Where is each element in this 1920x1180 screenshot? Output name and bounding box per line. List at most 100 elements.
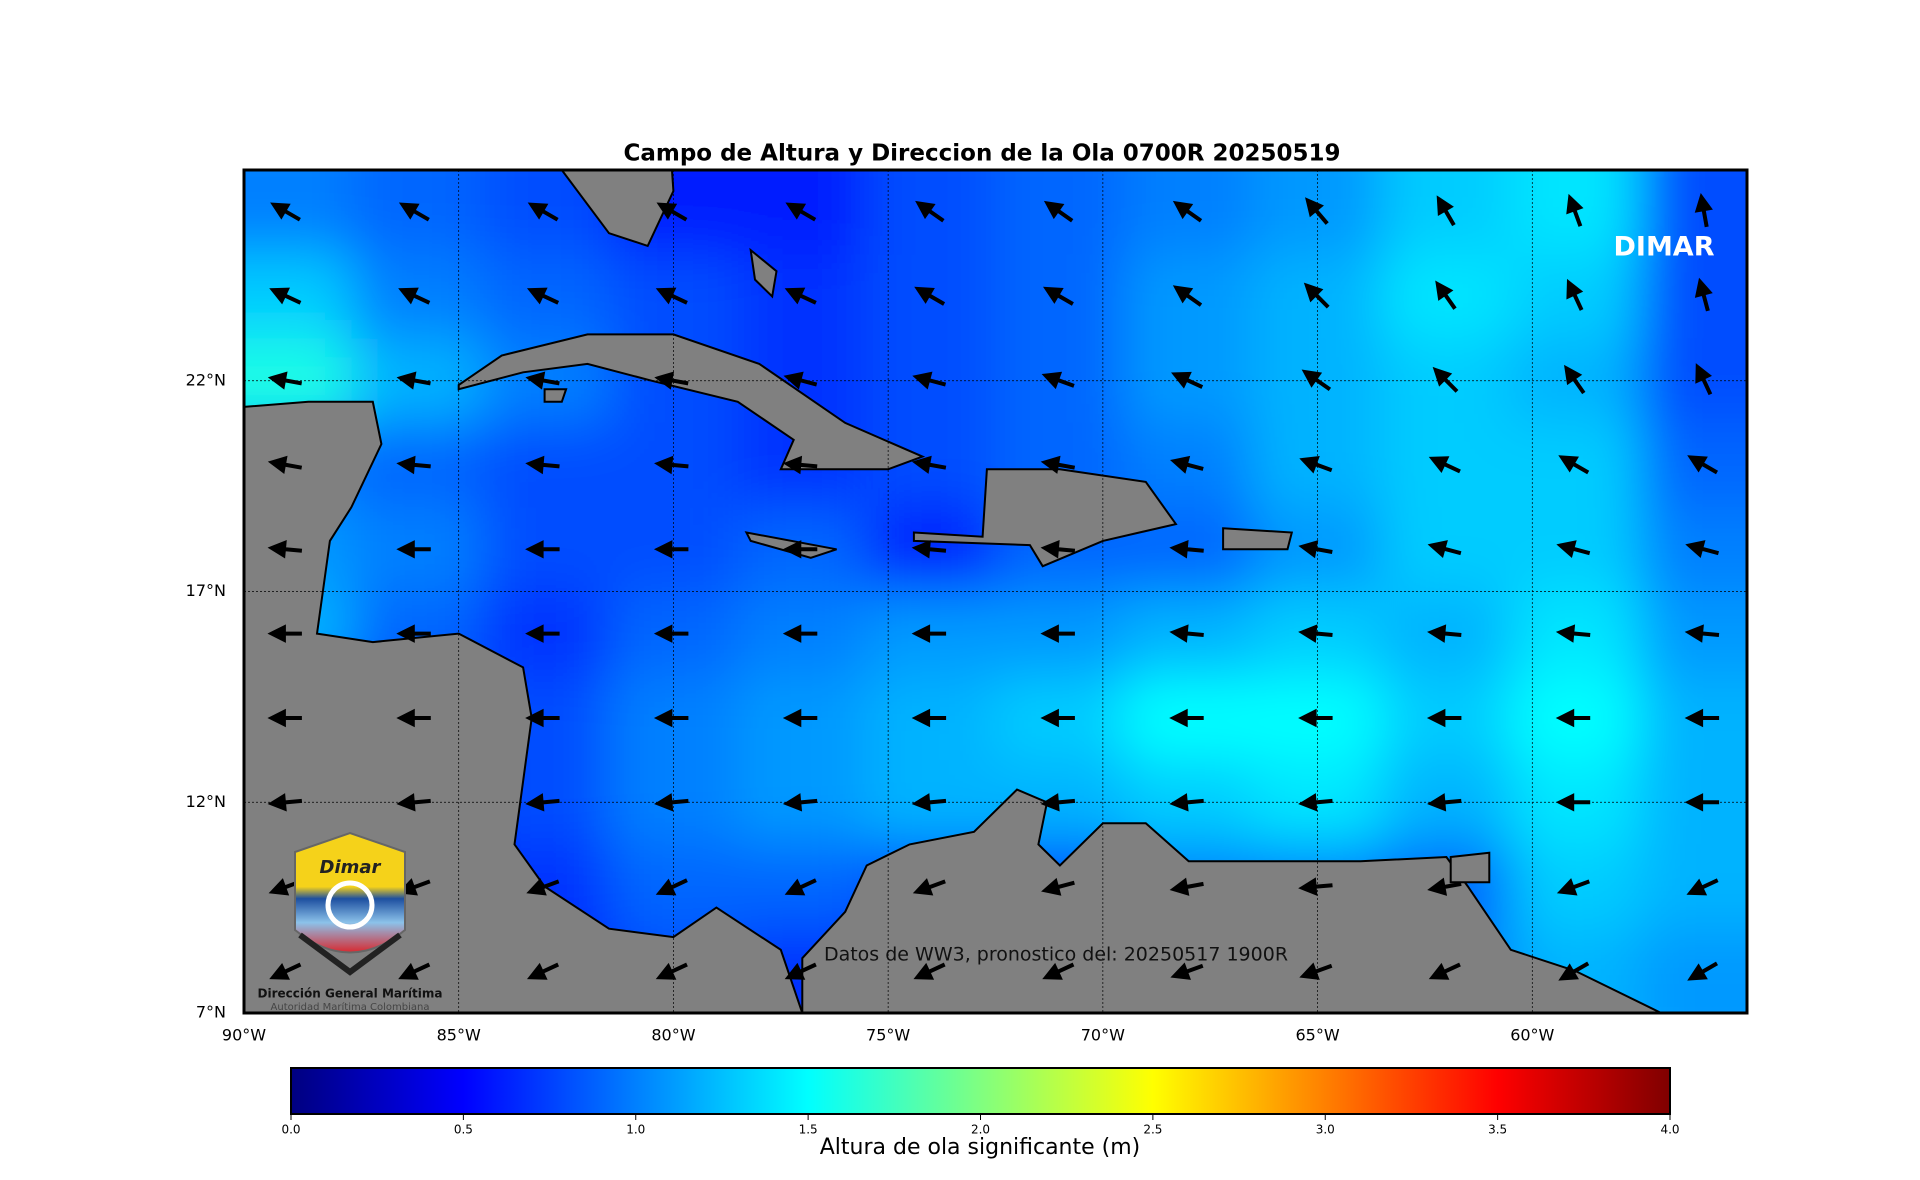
y-tick-label: 12°N <box>186 792 226 811</box>
logo-anchor <box>298 932 402 976</box>
wave-arrow <box>1427 793 1462 812</box>
colorbar-label: Altura de ola significante (m) <box>820 1135 1141 1160</box>
wave-arrow <box>525 708 560 728</box>
landmass <box>749 247 778 299</box>
wave-arrow <box>1428 962 1461 980</box>
wave-arrow <box>1555 624 1591 643</box>
wave-arrow <box>1170 962 1204 980</box>
wave-arrow <box>1556 540 1591 559</box>
wave-arrow <box>1041 371 1075 390</box>
wave-arrow <box>1432 366 1459 393</box>
wave-arrow <box>1427 877 1462 896</box>
x-tick-label: 90°W <box>222 1026 266 1045</box>
grid-layer <box>244 170 1747 1013</box>
wave-arrow <box>1558 961 1590 981</box>
logo-emblem <box>325 880 375 930</box>
wave-arrow <box>913 962 946 980</box>
landmass <box>801 788 1747 1013</box>
wave-arrow <box>1555 708 1591 728</box>
wave-arrow <box>1298 624 1333 643</box>
wave-arrow <box>653 624 689 643</box>
wave-arrow <box>398 962 431 980</box>
wave-height-cell <box>737 170 868 256</box>
wave-arrow <box>396 455 431 475</box>
wave-arrow <box>1685 540 1720 559</box>
map-title: Campo de Altura y Direccion de la Ola 07… <box>623 141 1340 167</box>
wave-arrow <box>396 540 431 559</box>
wave-arrow <box>526 878 560 896</box>
y-tick-label: 17°N <box>186 581 226 600</box>
wave-arrow <box>1299 962 1333 980</box>
colorbar-tick-label: 4.0 <box>1660 1123 1679 1137</box>
wave-height-cell <box>1639 170 1747 256</box>
wave-arrow <box>269 962 302 980</box>
wave-arrow <box>398 202 430 222</box>
x-tick-label: 80°W <box>651 1026 695 1045</box>
colorbar-tick-label: 0.5 <box>454 1123 473 1137</box>
wave-arrow <box>1303 282 1330 309</box>
wave-height-cell <box>351 170 482 256</box>
wave-arrow <box>655 962 688 980</box>
wave-arrow <box>267 371 303 390</box>
wave-arrow <box>1169 877 1204 896</box>
wave-arrow <box>653 540 689 559</box>
wave-arrow <box>654 371 689 390</box>
wave-height-cell <box>1639 422 1747 509</box>
wave-arrow <box>267 540 303 559</box>
wave-arrow <box>396 708 431 728</box>
wave-arrow <box>1436 195 1456 227</box>
wave-height-cell <box>1639 928 1747 1013</box>
wave-arrow <box>1169 540 1204 559</box>
wave-arrow <box>267 708 302 728</box>
x-tick-label: 75°W <box>866 1026 910 1045</box>
wave-arrow <box>1428 456 1461 474</box>
wave-arrow <box>1566 278 1584 311</box>
landmass <box>543 388 568 403</box>
x-tick-label: 85°W <box>437 1026 481 1045</box>
wave-arrow <box>784 962 817 980</box>
landmass <box>560 170 675 248</box>
wave-height-cell <box>1639 591 1747 677</box>
colorbar-tick-label: 3.0 <box>1316 1123 1335 1137</box>
wave-arrow <box>1684 624 1720 643</box>
wave-arrow <box>784 287 817 305</box>
wave-arrow <box>1298 540 1333 559</box>
logo-name: Dirección General Marítima <box>258 987 443 1001</box>
wave-arrow <box>655 878 688 896</box>
wave-height-cell <box>1381 170 1512 256</box>
wave-arrow <box>1172 285 1203 307</box>
wave-arrow <box>1427 540 1462 559</box>
wave-arrow <box>527 202 559 222</box>
logo-subtitle: Autoridad Marítima Colombiana <box>271 1001 430 1013</box>
colorbar-tick-label: 1.0 <box>626 1123 645 1137</box>
wave-arrow <box>1040 708 1075 728</box>
wave-arrow <box>1298 877 1333 896</box>
wave-arrow <box>398 287 431 305</box>
wave-arrow <box>270 202 301 222</box>
x-tick-label: 60°W <box>1510 1026 1554 1045</box>
wave-arrow <box>267 455 303 474</box>
wave-arrow <box>525 540 560 559</box>
wave-arrow <box>914 286 946 306</box>
wave-height-cell <box>1639 338 1747 424</box>
wave-arrow <box>1298 708 1333 728</box>
wave-arrow <box>1169 455 1204 474</box>
wave-height-cell <box>1639 507 1747 593</box>
colorbar-tick-label: 2.5 <box>1143 1123 1162 1137</box>
wave-height-cell <box>244 170 353 256</box>
wave-arrow <box>782 455 818 475</box>
map-frame <box>242 168 1749 1015</box>
wave-arrow <box>525 624 560 643</box>
wave-arrow <box>1301 369 1332 392</box>
wave-height-cell <box>866 170 997 256</box>
colorbar-tick-label: 3.5 <box>1488 1123 1507 1137</box>
wave-arrow <box>526 287 560 305</box>
wave-arrow <box>655 287 688 305</box>
wave-arrow <box>1305 197 1329 225</box>
wave-arrow <box>1566 193 1584 227</box>
wave-arrow <box>267 793 303 812</box>
wave-height-cell <box>1124 170 1255 256</box>
wave-arrow <box>397 878 431 896</box>
wave-arrow <box>1556 878 1590 896</box>
wave-arrow <box>1042 962 1075 980</box>
